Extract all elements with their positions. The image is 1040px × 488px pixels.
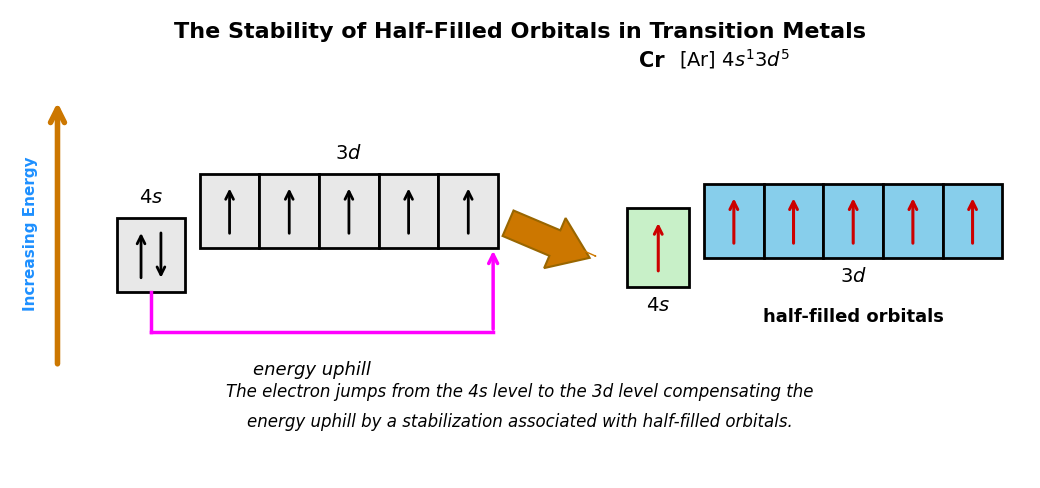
Text: energy uphill: energy uphill xyxy=(253,360,371,378)
Text: energy uphill by a stabilization associated with half-filled orbitals.: energy uphill by a stabilization associa… xyxy=(248,412,792,430)
Text: $4s$: $4s$ xyxy=(139,188,163,207)
Bar xyxy=(439,174,498,248)
Text: Cr: Cr xyxy=(640,51,665,71)
Text: $4s$: $4s$ xyxy=(646,296,671,315)
Bar xyxy=(704,184,763,258)
Text: Increasing Energy: Increasing Energy xyxy=(23,157,38,311)
Text: [Ar] 4$s^1$3$d^5$: [Ar] 4$s^1$3$d^5$ xyxy=(679,47,790,71)
Text: $3d$: $3d$ xyxy=(839,266,866,285)
Bar xyxy=(259,174,319,248)
Bar xyxy=(942,184,1003,258)
Text: The Stability of Half-Filled Orbitals in Transition Metals: The Stability of Half-Filled Orbitals in… xyxy=(174,21,866,41)
Bar xyxy=(118,219,185,293)
Bar xyxy=(200,174,259,248)
Bar xyxy=(379,174,439,248)
Bar xyxy=(627,209,690,288)
Bar xyxy=(763,184,824,258)
FancyArrow shape xyxy=(502,211,590,268)
Bar xyxy=(883,184,942,258)
Text: half-filled orbitals: half-filled orbitals xyxy=(762,307,943,325)
Bar xyxy=(319,174,379,248)
Bar xyxy=(824,184,883,258)
Text: The electron jumps from the 4s level to the 3d level compensating the: The electron jumps from the 4s level to … xyxy=(227,383,813,401)
Text: $3d$: $3d$ xyxy=(336,143,362,163)
